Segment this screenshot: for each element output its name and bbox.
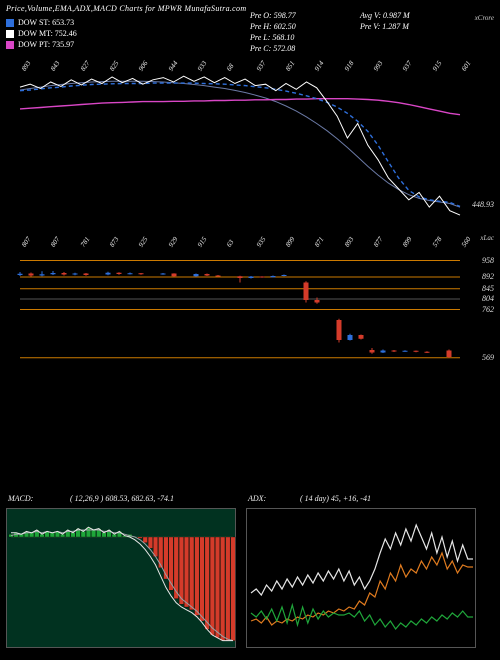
volume-info: Avg V: 0.987 M Pre V: 1.287 M (360, 10, 410, 32)
hline-label: 845 (482, 284, 494, 293)
adx-chart (246, 508, 476, 648)
axis-tag: xCrore (475, 14, 494, 22)
x-tick-label: 925 (137, 235, 150, 248)
x-tick-label: 63 (225, 238, 236, 248)
hline-label: 892 (482, 272, 494, 281)
hline-label: 804 (482, 294, 494, 303)
legend-swatch (6, 30, 14, 38)
legend-swatch (6, 19, 14, 27)
x-tick-label: 873 (108, 235, 121, 248)
x-tick-label: 893 (343, 235, 356, 248)
info-line: Pre O: 598.77 (250, 10, 296, 21)
x-tick-label: 807 (49, 235, 62, 248)
info-line: Pre H: 602.50 (250, 21, 296, 32)
info-line: Pre V: 1.287 M (360, 21, 410, 32)
chart-title: Price,Volume,EMA,ADX,MACD Charts for MPW… (6, 4, 246, 13)
x-tick-label: 781 (79, 235, 92, 248)
adx-subtitle: ( 14 day) 45, +16, -41 (300, 494, 371, 503)
info-line: Avg V: 0.987 M (360, 10, 410, 21)
x-tick-label: 578 (431, 235, 444, 248)
legend-label: DOW ST: 653.73 (18, 18, 74, 27)
candle-chart: 958 892 845804 762 569 (0, 250, 500, 370)
macd-title: MACD: (8, 494, 33, 503)
legend-swatch (6, 41, 14, 49)
x-tick-label: 915 (196, 235, 209, 248)
legend: DOW ST: 653.73 DOW MT: 752.46 DOW PT: 73… (6, 18, 77, 51)
legend-label: DOW PT: 735.97 (18, 40, 74, 49)
x-tick-label: 877 (372, 235, 385, 248)
macd-chart (6, 508, 236, 648)
x-tick-label: 807 (20, 235, 33, 248)
x-tick-label: 935 (255, 235, 268, 248)
hline-label: 958 (482, 256, 494, 265)
price-end-label: 448.93 (472, 200, 494, 209)
x-tick-label: 560 (460, 235, 473, 248)
legend-row: DOW PT: 735.97 (6, 40, 77, 49)
ohlc-info: Pre O: 598.77 Pre H: 602.50 Pre L: 568.1… (250, 10, 296, 54)
price-chart: 448.93 xCrore (0, 58, 500, 218)
x-tick-label: 899 (284, 235, 297, 248)
x-tick-label: 871 (313, 235, 326, 248)
adx-title: ADX: (248, 494, 266, 503)
axis-tag-mid: xLac (480, 234, 494, 242)
hline-label: 762 (482, 305, 494, 314)
legend-row: DOW MT: 752.46 (6, 29, 77, 38)
legend-row: DOW ST: 653.73 (6, 18, 77, 27)
x-tick-label: 899 (401, 235, 414, 248)
legend-label: DOW MT: 752.46 (18, 29, 77, 38)
x-tick-label: 929 (167, 235, 180, 248)
info-line: Pre L: 568.10 (250, 32, 296, 43)
macd-subtitle: ( 12,26,9 ) 608.53, 682.63, -74.1 (70, 494, 174, 503)
info-line: Pre C: 572.08 (250, 43, 296, 54)
hline-label: 569 (482, 353, 494, 362)
